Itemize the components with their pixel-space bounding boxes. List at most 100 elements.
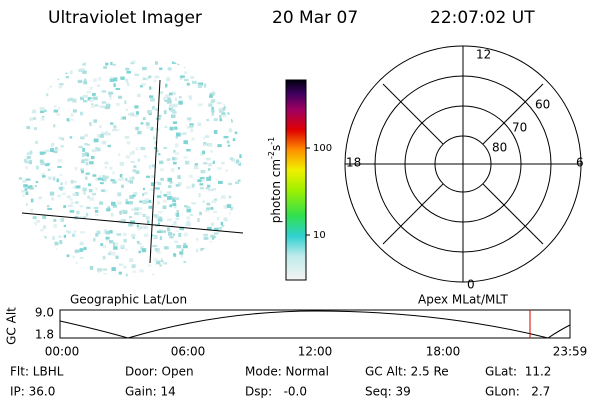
speckle bbox=[132, 270, 137, 273]
speckle bbox=[125, 248, 128, 251]
speckle bbox=[191, 137, 195, 141]
speckle bbox=[208, 142, 213, 147]
speckle bbox=[168, 106, 173, 111]
speckle bbox=[18, 218, 23, 223]
speckle bbox=[157, 200, 160, 205]
speckle bbox=[191, 183, 195, 188]
speckle bbox=[226, 220, 231, 223]
time-tick: 23:59 bbox=[553, 345, 588, 359]
speckle bbox=[188, 119, 191, 122]
speckle bbox=[132, 194, 136, 197]
speckle bbox=[232, 254, 238, 258]
speckle bbox=[98, 175, 101, 179]
speckle bbox=[118, 152, 121, 157]
speckle bbox=[96, 147, 101, 152]
speckle bbox=[174, 143, 179, 148]
speckle bbox=[22, 180, 27, 183]
speckle bbox=[189, 213, 194, 216]
speckle bbox=[91, 149, 97, 152]
speckle bbox=[225, 169, 228, 172]
speckle bbox=[166, 77, 170, 82]
orbit-axis-label: GC Alt bbox=[5, 307, 19, 345]
speckle bbox=[119, 173, 123, 178]
speckle bbox=[33, 222, 37, 226]
speckle bbox=[213, 198, 218, 202]
speckle bbox=[234, 181, 240, 185]
speckle bbox=[182, 245, 188, 249]
speckle bbox=[25, 191, 29, 195]
speckle bbox=[158, 153, 161, 156]
speckle bbox=[189, 123, 194, 127]
speckle bbox=[25, 97, 30, 101]
speckle bbox=[199, 211, 202, 216]
speckle bbox=[204, 135, 210, 138]
speckle bbox=[59, 83, 64, 86]
speckle bbox=[26, 152, 31, 155]
speckle bbox=[229, 211, 234, 216]
speckle bbox=[69, 70, 73, 75]
speckle bbox=[96, 230, 101, 235]
speckle bbox=[69, 136, 73, 139]
speckle bbox=[169, 195, 172, 200]
speckle bbox=[177, 62, 181, 65]
info-field: Seq: 39 bbox=[365, 385, 411, 399]
speckle bbox=[82, 147, 86, 152]
speckle bbox=[155, 187, 160, 190]
speckle bbox=[25, 178, 31, 181]
speckle bbox=[24, 274, 29, 277]
speckle bbox=[107, 206, 111, 210]
speckle bbox=[18, 61, 23, 64]
speckle bbox=[150, 98, 155, 102]
speckle bbox=[209, 92, 215, 96]
speckle bbox=[82, 70, 87, 74]
speckle bbox=[106, 102, 110, 105]
speckle bbox=[227, 112, 230, 115]
speckle bbox=[169, 181, 173, 184]
speckle bbox=[221, 195, 226, 200]
speckle bbox=[27, 99, 32, 103]
speckle bbox=[101, 101, 106, 104]
speckle bbox=[231, 158, 236, 162]
speckle bbox=[192, 60, 197, 63]
speckle bbox=[37, 72, 42, 75]
speckle bbox=[32, 76, 36, 80]
speckle bbox=[206, 226, 212, 231]
speckle bbox=[159, 264, 162, 267]
speckle bbox=[74, 270, 79, 273]
speckle bbox=[211, 99, 216, 103]
speckle bbox=[134, 207, 139, 211]
info-field: GC Alt: 2.5 Re bbox=[365, 365, 449, 379]
speckle bbox=[129, 200, 133, 205]
speckle bbox=[206, 207, 211, 210]
speckle bbox=[174, 97, 178, 101]
speckle bbox=[167, 67, 172, 71]
speckle bbox=[167, 177, 172, 182]
speckle bbox=[103, 66, 107, 69]
speckle bbox=[24, 115, 28, 119]
speckle bbox=[70, 201, 75, 204]
speckle bbox=[62, 192, 66, 196]
speckle bbox=[120, 76, 125, 80]
speckle bbox=[80, 269, 83, 274]
speckle bbox=[99, 125, 102, 128]
speckle bbox=[199, 183, 204, 186]
speckle bbox=[184, 71, 187, 75]
orbit-left-label: Geographic Lat/Lon bbox=[70, 293, 187, 307]
speckle bbox=[177, 182, 182, 186]
speckle bbox=[19, 267, 24, 272]
speckle bbox=[137, 130, 142, 135]
speckle bbox=[134, 105, 139, 109]
speckle bbox=[42, 79, 46, 83]
speckle bbox=[175, 217, 180, 220]
speckle bbox=[71, 233, 75, 237]
speckle bbox=[115, 87, 121, 90]
speckle bbox=[201, 255, 204, 260]
speckle bbox=[213, 227, 219, 231]
speckle bbox=[32, 216, 37, 220]
speckle bbox=[223, 205, 228, 210]
speckle bbox=[26, 76, 30, 80]
speckle bbox=[211, 200, 217, 203]
speckle bbox=[134, 73, 140, 76]
speckle bbox=[157, 114, 162, 118]
